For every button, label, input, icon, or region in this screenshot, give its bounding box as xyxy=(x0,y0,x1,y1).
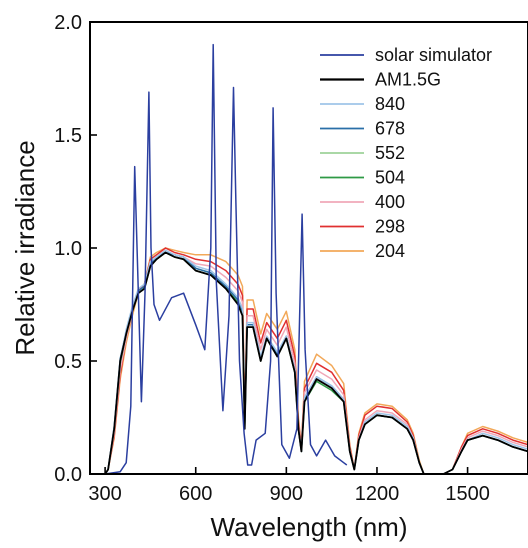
y-tick-label: 1.5 xyxy=(54,125,82,147)
x-tick-label: 1200 xyxy=(355,483,400,505)
legend-label: 678 xyxy=(375,119,405,139)
legend-label: 504 xyxy=(375,168,405,188)
legend-label: 552 xyxy=(375,143,405,163)
y-tick-label: 0.5 xyxy=(54,351,82,373)
x-axis-title: Wavelength (nm) xyxy=(211,512,408,542)
legend-label: 204 xyxy=(375,241,405,261)
x-tick-label: 600 xyxy=(179,483,212,505)
y-axis-title: Relative irradiance xyxy=(10,140,40,355)
series-line-204 xyxy=(104,247,528,474)
legend-label: solar simulator xyxy=(375,45,492,65)
x-tick-label: 300 xyxy=(88,483,121,505)
y-tick-label: 2.0 xyxy=(54,12,82,34)
x-tick-label: 1500 xyxy=(445,483,490,505)
y-tick-label: 1.0 xyxy=(54,238,82,260)
legend-label: 840 xyxy=(375,94,405,114)
legend-label: AM1.5G xyxy=(375,70,441,90)
series-line-298 xyxy=(104,247,528,474)
series-line-solar-simulator xyxy=(104,43,348,474)
legend-label: 400 xyxy=(375,192,405,212)
y-tick-label: 0.0 xyxy=(54,464,82,486)
legend: solar simulator AM1.5G 840 678 552 504 400 298 2… xyxy=(320,45,492,261)
x-tick-label: 900 xyxy=(270,483,303,505)
ticks-layer: 300 600 900 1200 1500 0.0 0.5 1.0 1.5 2.0 xyxy=(54,12,490,505)
series-layer xyxy=(104,43,528,474)
legend-label: 298 xyxy=(375,217,405,237)
